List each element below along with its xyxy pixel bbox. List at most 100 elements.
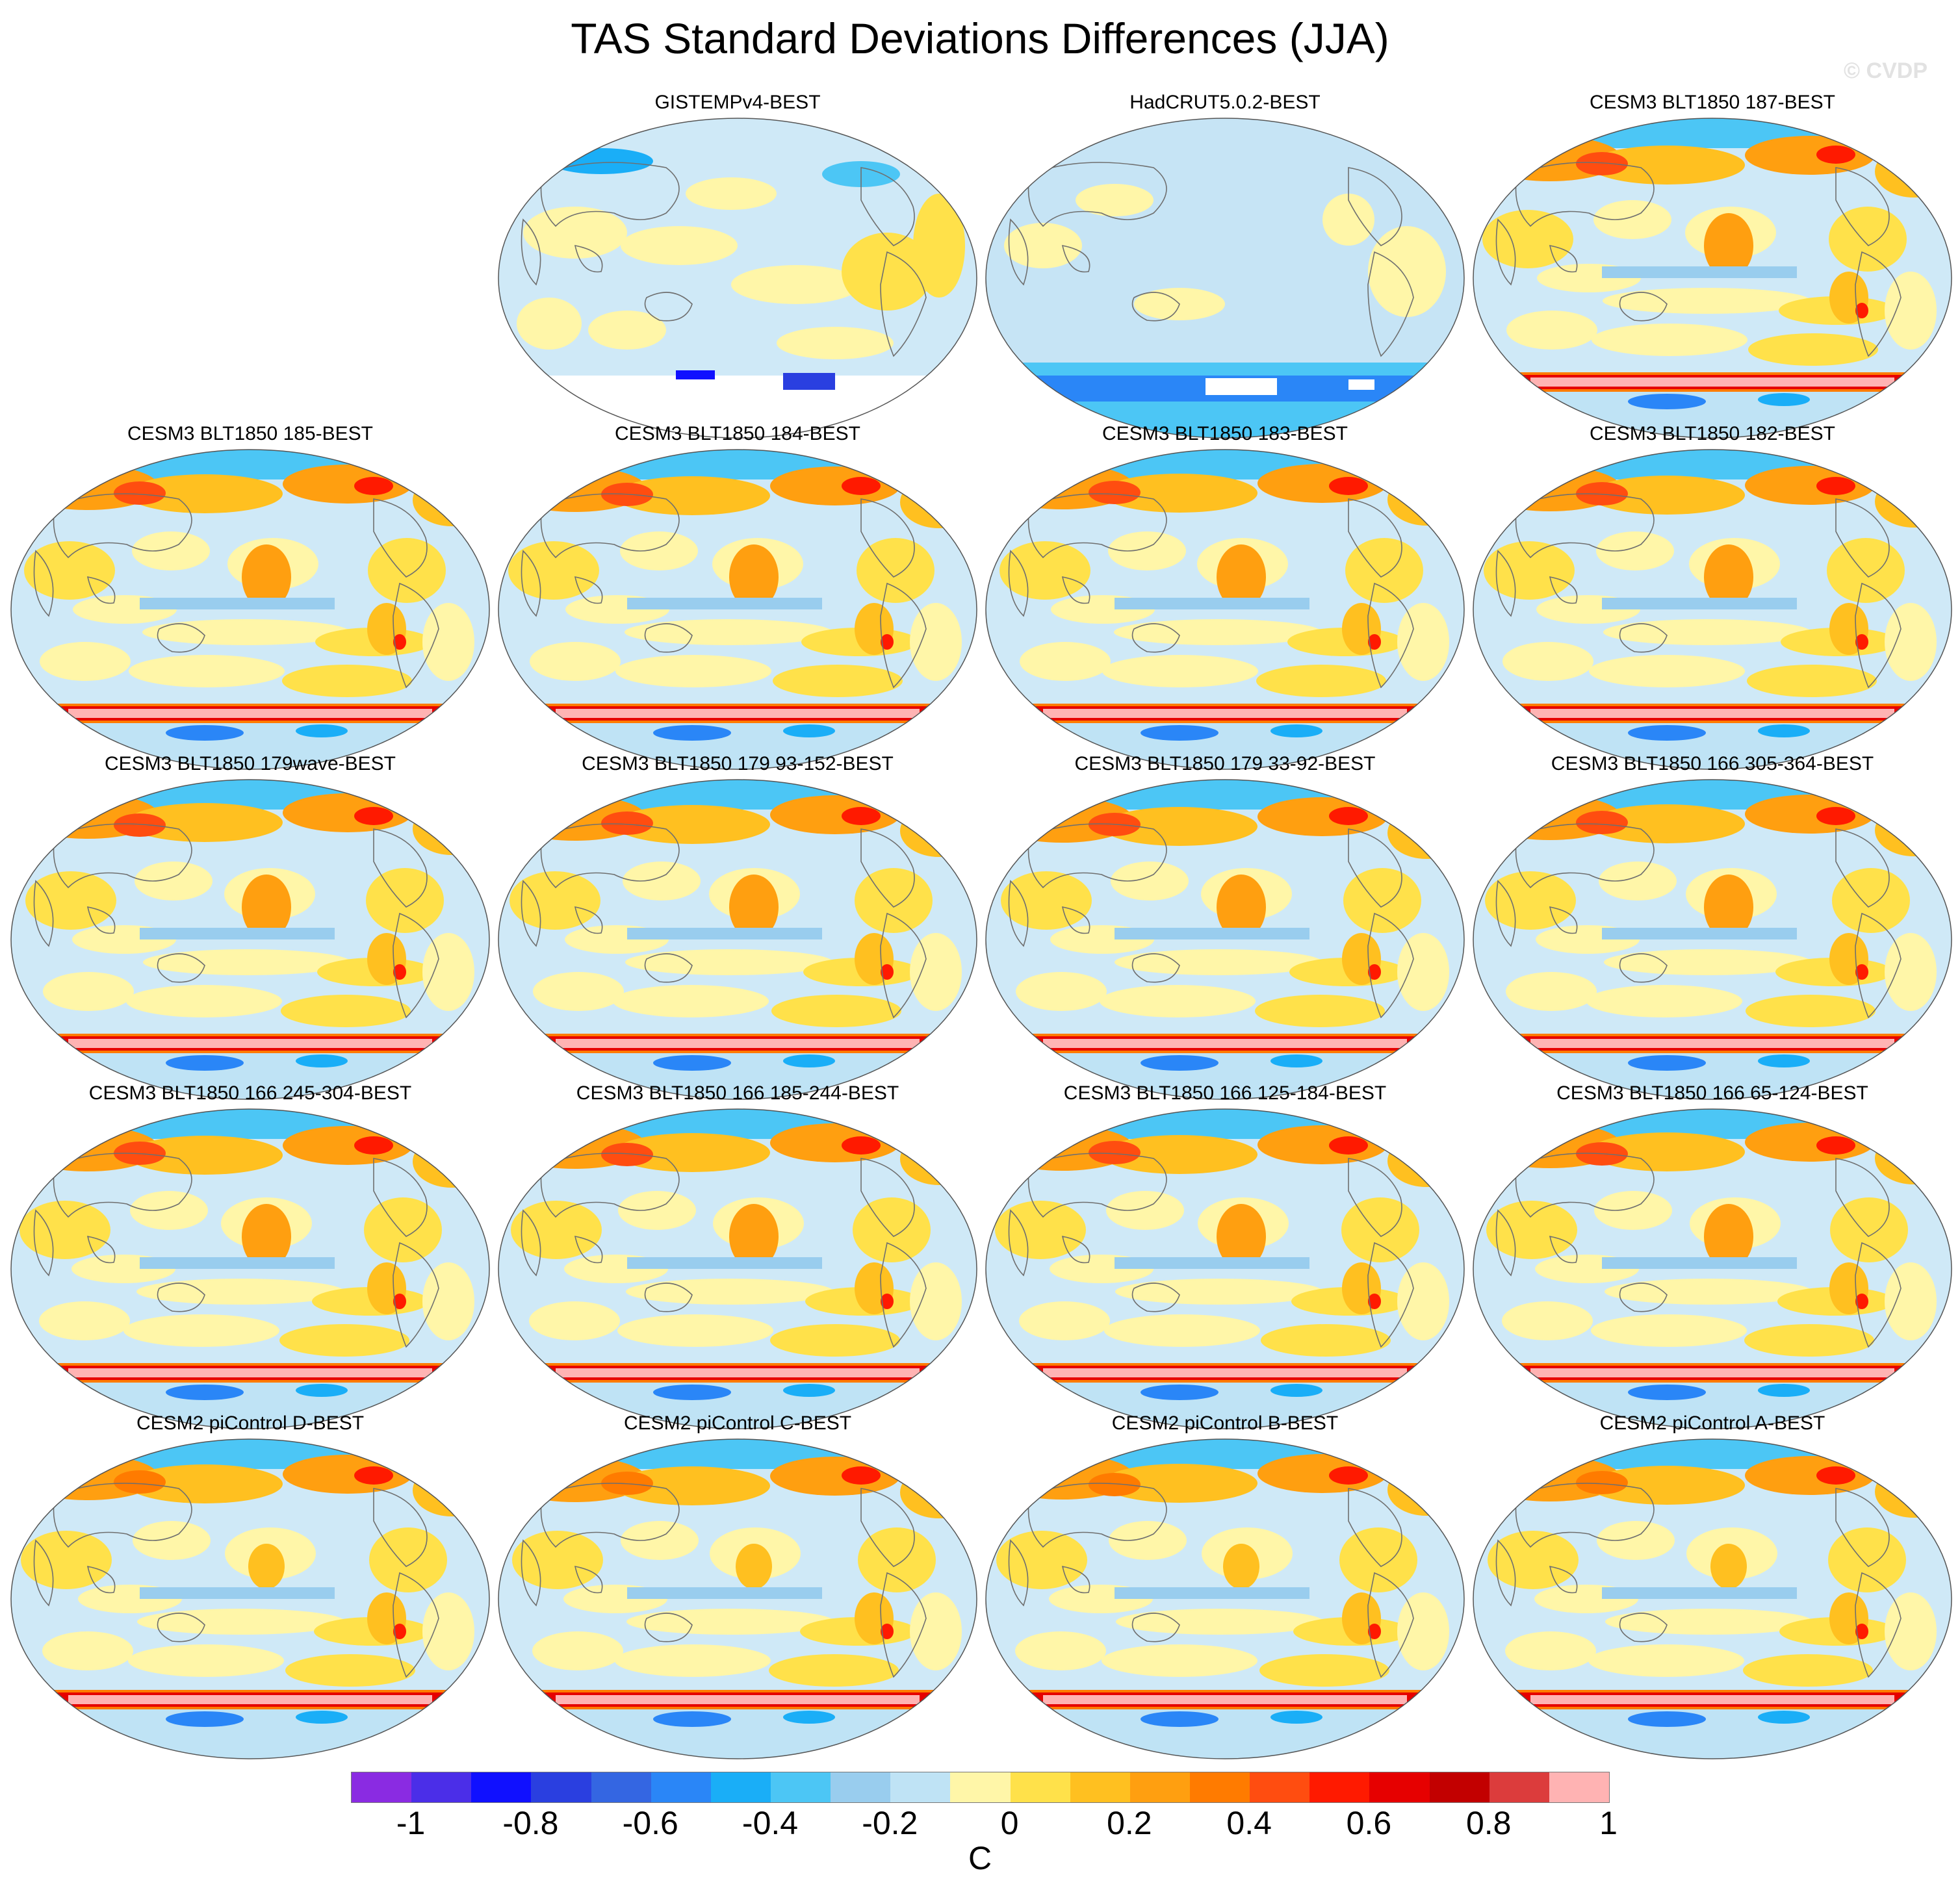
map-border xyxy=(985,1438,1465,1759)
data-region xyxy=(1115,1587,1309,1599)
coastline xyxy=(1008,880,1029,947)
data-region xyxy=(19,1201,110,1259)
data-region xyxy=(625,949,833,975)
data-region xyxy=(1341,1197,1419,1262)
data-region xyxy=(1397,933,1449,1011)
data-region xyxy=(773,665,903,697)
coastline xyxy=(1515,823,1655,889)
coastline xyxy=(33,880,54,947)
data-region xyxy=(1397,603,1449,681)
data-region xyxy=(617,1314,773,1347)
data-region xyxy=(1592,324,1747,356)
data-region xyxy=(1270,1054,1322,1067)
map-panel: CESM2 piControl D-BEST xyxy=(10,1412,491,1763)
data-region xyxy=(1217,875,1266,939)
panel-title: CESM3 BLT1850 184-BEST xyxy=(615,423,860,444)
data-region xyxy=(1502,642,1593,681)
map-border xyxy=(498,118,977,439)
data-region xyxy=(1259,1654,1389,1687)
data-region xyxy=(1257,1454,1387,1493)
map-panel: CESM2 piControl C-BEST xyxy=(497,1412,978,1763)
data-region xyxy=(1816,1136,1855,1155)
robinson-map xyxy=(10,449,490,770)
data-region xyxy=(422,933,474,1011)
data-region xyxy=(653,1385,731,1400)
data-region xyxy=(1257,1125,1387,1164)
coastline xyxy=(86,906,116,934)
coastline xyxy=(521,218,541,286)
data-region xyxy=(498,1439,977,1469)
panel-title: CESM2 piControl C-BEST xyxy=(623,1412,852,1434)
data-region xyxy=(1875,1466,1952,1518)
data-region xyxy=(614,1133,770,1172)
data-region xyxy=(842,807,881,825)
data-region xyxy=(1486,1201,1577,1259)
data-region xyxy=(1116,1609,1324,1635)
coastline xyxy=(1061,244,1090,273)
data-region xyxy=(620,531,698,570)
robinson-map xyxy=(1473,1108,1952,1429)
data-region xyxy=(1100,985,1256,1017)
data-region xyxy=(556,1695,920,1704)
data-region xyxy=(1016,972,1107,1011)
data-region xyxy=(393,634,406,650)
map-border xyxy=(498,779,977,1100)
data-region xyxy=(783,724,835,737)
robinson-map xyxy=(985,779,1465,1100)
colorbar-swatch xyxy=(1189,1772,1250,1802)
coastline xyxy=(393,1242,439,1348)
map-panel: CESM3 BLT1850 179 93-152-BEST xyxy=(497,752,978,1103)
coastline xyxy=(880,1242,927,1348)
data-region xyxy=(498,1709,977,1759)
coastline xyxy=(53,823,192,889)
robinson-map xyxy=(1473,118,1952,439)
data-region xyxy=(986,780,1464,810)
data-region xyxy=(1270,1384,1322,1397)
data-region xyxy=(283,793,413,832)
data-region xyxy=(1329,477,1368,495)
data-region xyxy=(368,538,446,603)
data-region xyxy=(731,265,861,304)
map-panel: GISTEMPv4-BEST xyxy=(497,91,978,442)
map-border xyxy=(1473,1438,1952,1759)
data-region xyxy=(653,725,731,741)
data-region xyxy=(1885,933,1937,1011)
robinson-map xyxy=(10,1108,490,1429)
coastline xyxy=(33,1209,54,1277)
data-region xyxy=(1603,288,1811,314)
coastline xyxy=(880,1572,927,1678)
coastline xyxy=(1131,292,1180,322)
data-region xyxy=(283,465,413,504)
coastline xyxy=(1495,1539,1516,1607)
data-region xyxy=(1397,1262,1449,1340)
data-region xyxy=(296,724,348,737)
coastline xyxy=(540,1483,680,1548)
data-region xyxy=(900,805,977,857)
data-region xyxy=(21,1531,112,1589)
data-region xyxy=(11,450,489,479)
coastline xyxy=(157,1613,205,1642)
data-region xyxy=(1603,619,1811,645)
data-region xyxy=(530,642,621,681)
data-region xyxy=(25,871,116,930)
data-region xyxy=(413,1464,489,1516)
data-region xyxy=(1604,949,1812,975)
data-region xyxy=(1223,1544,1259,1589)
data-region xyxy=(626,1279,834,1305)
data-region xyxy=(853,1197,931,1262)
coastline xyxy=(1515,1483,1655,1548)
data-region xyxy=(1745,136,1875,175)
data-region xyxy=(1329,807,1368,825)
data-region xyxy=(881,1294,894,1309)
data-region xyxy=(508,541,599,600)
data-region xyxy=(511,1201,602,1259)
data-region xyxy=(140,1257,335,1269)
data-region xyxy=(1141,1385,1219,1400)
data-region xyxy=(1602,1257,1797,1269)
data-region xyxy=(43,972,134,1011)
data-region xyxy=(1102,655,1258,687)
coastline xyxy=(1027,493,1167,559)
data-region xyxy=(1602,598,1797,609)
coastline xyxy=(1348,1488,1402,1567)
data-region xyxy=(601,1143,653,1166)
